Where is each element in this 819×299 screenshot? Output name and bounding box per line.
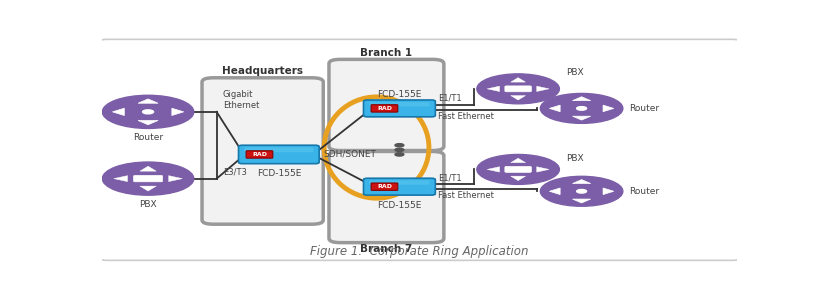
FancyBboxPatch shape bbox=[244, 147, 314, 152]
Text: FCD-155E: FCD-155E bbox=[378, 201, 422, 210]
Polygon shape bbox=[487, 86, 500, 91]
Polygon shape bbox=[572, 97, 590, 101]
FancyBboxPatch shape bbox=[369, 102, 430, 106]
FancyBboxPatch shape bbox=[371, 183, 398, 190]
Circle shape bbox=[541, 93, 622, 123]
Polygon shape bbox=[169, 176, 183, 181]
Polygon shape bbox=[536, 167, 549, 172]
Text: Fast Ethernet: Fast Ethernet bbox=[438, 112, 494, 121]
Text: PBX: PBX bbox=[566, 154, 583, 163]
Polygon shape bbox=[550, 105, 560, 112]
FancyBboxPatch shape bbox=[329, 152, 444, 242]
Text: Branch 7: Branch 7 bbox=[360, 244, 413, 254]
Circle shape bbox=[395, 153, 404, 156]
Circle shape bbox=[577, 107, 586, 110]
Circle shape bbox=[477, 74, 559, 104]
Text: FCD-155E: FCD-155E bbox=[256, 169, 301, 178]
Text: FCD-155E: FCD-155E bbox=[378, 90, 422, 99]
FancyBboxPatch shape bbox=[505, 86, 532, 92]
Polygon shape bbox=[487, 167, 500, 172]
Circle shape bbox=[102, 95, 194, 129]
Polygon shape bbox=[140, 166, 156, 171]
Polygon shape bbox=[511, 78, 526, 82]
Circle shape bbox=[143, 110, 153, 114]
FancyBboxPatch shape bbox=[505, 167, 532, 172]
Polygon shape bbox=[603, 105, 613, 112]
Polygon shape bbox=[572, 116, 590, 120]
FancyBboxPatch shape bbox=[369, 180, 430, 185]
Circle shape bbox=[541, 176, 622, 206]
Polygon shape bbox=[511, 176, 526, 181]
Text: Router: Router bbox=[133, 133, 163, 142]
Circle shape bbox=[395, 144, 404, 147]
Polygon shape bbox=[112, 108, 124, 115]
Polygon shape bbox=[138, 120, 158, 125]
Text: Figure 1.  Corporate Ring Application: Figure 1. Corporate Ring Application bbox=[310, 245, 529, 258]
Text: E1/T1: E1/T1 bbox=[438, 173, 462, 182]
Circle shape bbox=[477, 155, 559, 184]
FancyBboxPatch shape bbox=[202, 78, 324, 224]
Text: E3/T3: E3/T3 bbox=[223, 167, 247, 176]
Polygon shape bbox=[511, 96, 526, 100]
Circle shape bbox=[102, 162, 194, 195]
Text: RAD: RAD bbox=[377, 106, 392, 111]
Polygon shape bbox=[172, 108, 183, 115]
Text: RAD: RAD bbox=[252, 152, 267, 157]
Text: PBX: PBX bbox=[566, 68, 583, 77]
Text: Router: Router bbox=[629, 187, 659, 196]
Text: PBX: PBX bbox=[139, 200, 157, 209]
FancyBboxPatch shape bbox=[371, 105, 398, 112]
Text: Gigabit
Ethernet: Gigabit Ethernet bbox=[223, 90, 260, 109]
Polygon shape bbox=[550, 188, 560, 195]
Text: Headquarters: Headquarters bbox=[222, 66, 303, 76]
Polygon shape bbox=[511, 158, 526, 163]
Polygon shape bbox=[138, 99, 158, 103]
FancyBboxPatch shape bbox=[329, 60, 444, 150]
Text: RAD: RAD bbox=[377, 184, 392, 189]
FancyBboxPatch shape bbox=[238, 145, 319, 164]
Circle shape bbox=[577, 190, 586, 193]
Circle shape bbox=[395, 148, 404, 152]
Text: E1/T1: E1/T1 bbox=[438, 94, 462, 103]
Polygon shape bbox=[572, 199, 590, 203]
FancyBboxPatch shape bbox=[247, 151, 273, 158]
Polygon shape bbox=[114, 176, 128, 181]
FancyBboxPatch shape bbox=[98, 39, 741, 260]
Text: Router: Router bbox=[629, 104, 659, 113]
Text: Branch 1: Branch 1 bbox=[360, 48, 413, 58]
FancyBboxPatch shape bbox=[364, 100, 436, 117]
Polygon shape bbox=[603, 188, 613, 195]
Polygon shape bbox=[536, 86, 549, 91]
Polygon shape bbox=[572, 180, 590, 184]
Text: Fast Ethernet: Fast Ethernet bbox=[438, 191, 494, 200]
Text: SDH/SONET: SDH/SONET bbox=[323, 150, 376, 159]
FancyBboxPatch shape bbox=[364, 178, 436, 195]
FancyBboxPatch shape bbox=[133, 176, 162, 182]
Polygon shape bbox=[140, 186, 156, 191]
